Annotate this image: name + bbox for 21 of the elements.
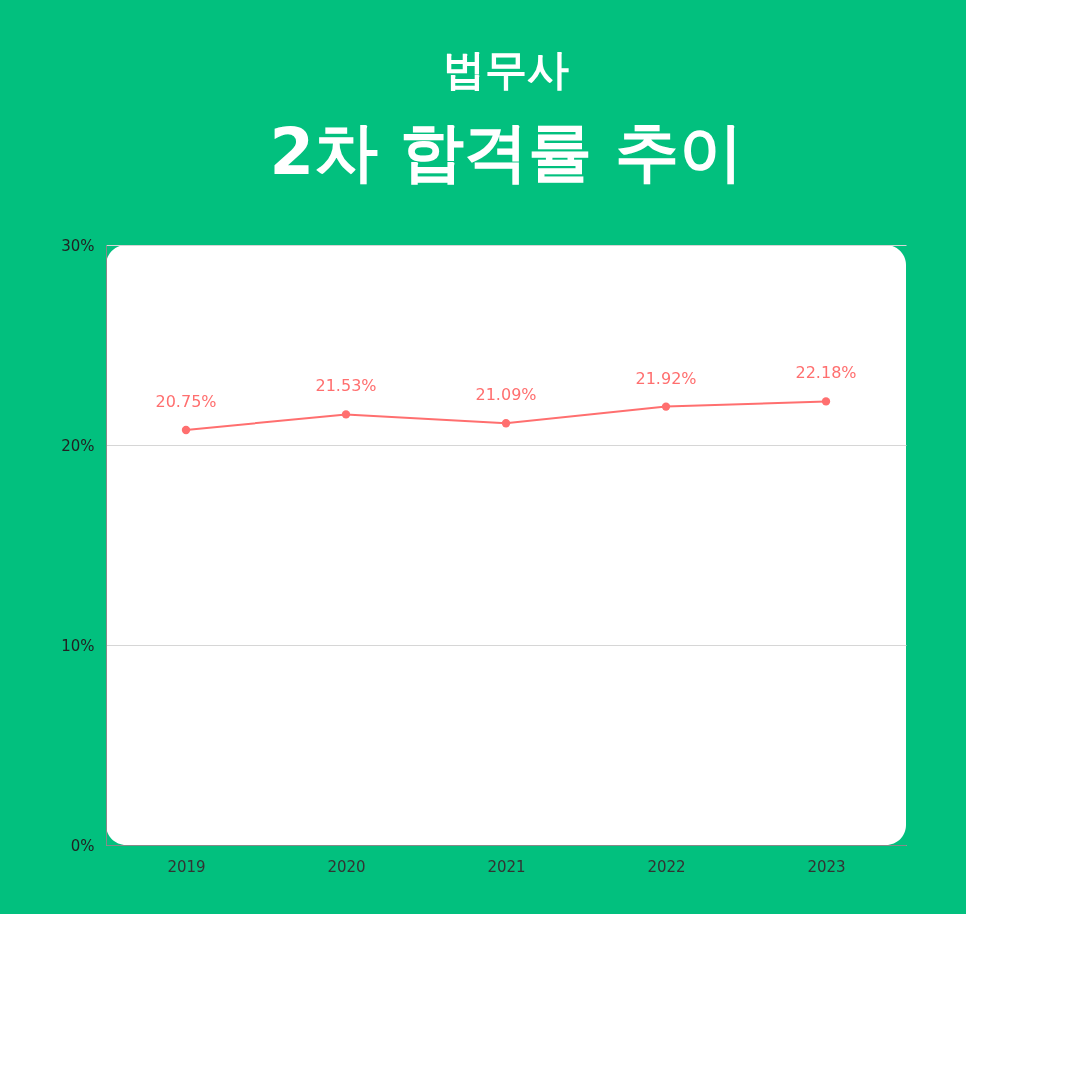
point: [181, 425, 191, 435]
point: [661, 402, 671, 411]
data-label: 20.75%: [155, 392, 217, 411]
data-label: 21.92%: [635, 368, 697, 388]
data-label: 21.09%: [475, 385, 537, 405]
x-tick-label: 2023: [807, 857, 846, 876]
chart-subtitle: 법무사: [443, 45, 569, 94]
x-tick-label: 2019: [167, 857, 206, 876]
point: [501, 419, 511, 428]
y-tick-label: 30%: [61, 236, 95, 255]
point: [821, 397, 831, 406]
x-tick-label: 2022: [647, 857, 686, 876]
x-tick-label: 2021: [487, 857, 526, 876]
chart-title: 2차 합격률 추이: [269, 115, 743, 189]
y-tick-label: 0%: [70, 836, 95, 855]
data-label: 21.53%: [315, 376, 377, 396]
x-tick-label: 2020: [327, 857, 366, 876]
y-tick-label: 10%: [61, 636, 95, 655]
y-tick-label: 20%: [61, 436, 95, 455]
data-label: 22.18%: [795, 363, 857, 383]
point: [341, 410, 351, 419]
